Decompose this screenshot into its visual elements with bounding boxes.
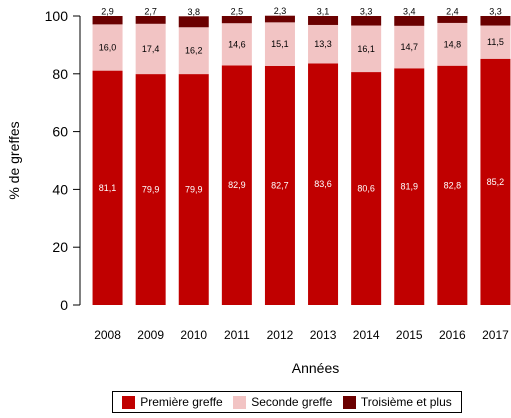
data-label-2010-series-0: 79,9: [185, 185, 203, 195]
data-label-2016-series-1: 14,8: [444, 39, 462, 49]
data-label-2015-series-1: 14,7: [400, 42, 418, 52]
bar-2014-series-1: [351, 25, 382, 73]
x-tick-label-2009: 2009: [137, 328, 164, 342]
bar-2011-series-0: [221, 65, 252, 305]
bar-2008-series-2: [92, 16, 123, 25]
legend: Première greffe Seconde greffe Troisième…: [112, 391, 462, 413]
data-label-2008-series-0: 81,1: [99, 183, 117, 193]
bar-2016-series-0: [437, 65, 468, 305]
bar-2016-series-1: [437, 22, 468, 66]
bar-2009-series-2: [135, 16, 166, 24]
data-label-2015-series-2: 3,4: [403, 7, 416, 17]
data-label-2013-series-1: 13,3: [314, 39, 332, 49]
x-axis-title: Années: [292, 360, 339, 376]
x-tick-label-2016: 2016: [439, 328, 466, 342]
bar-2008-series-1: [92, 24, 123, 71]
bar-2013-series-1: [308, 24, 339, 64]
data-label-2012-series-1: 15,1: [271, 39, 289, 49]
bar-2012-series-1: [264, 22, 295, 66]
bar-2017-series-0: [480, 58, 511, 305]
bar-2014-series-2: [351, 16, 382, 26]
bar-2016-series-2: [437, 16, 468, 23]
y-tick-label-0: 0: [60, 297, 68, 313]
bar-2013-series-2: [308, 16, 339, 25]
x-tick-label-2011: 2011: [224, 328, 250, 342]
bar-2011-series-2: [221, 16, 252, 24]
bar-2008-series-0: [92, 70, 123, 305]
data-label-2017-series-2: 3,3: [489, 7, 502, 17]
legend-swatch-premiere-greffe: [122, 395, 136, 409]
bar-2015-series-0: [394, 68, 425, 306]
data-label-2011-series-0: 82,9: [228, 180, 246, 190]
data-label-2009-series-0: 79,9: [142, 185, 160, 195]
x-tick-label-2014: 2014: [353, 328, 380, 342]
x-tick-label-2012: 2012: [267, 328, 294, 342]
bar-2017-series-1: [480, 25, 511, 59]
bar-2009-series-0: [135, 74, 166, 306]
bar-2012-series-0: [264, 65, 295, 305]
y-axis-title: % de greffes: [6, 121, 22, 199]
y-tick-label-5: 100: [45, 8, 69, 24]
data-label-2010-series-1: 16,2: [185, 46, 203, 56]
y-tick-label-4: 80: [52, 66, 68, 82]
bar-2012-series-2: [264, 15, 295, 23]
data-label-2010-series-2: 3,8: [187, 7, 200, 17]
bar-2009-series-1: [135, 23, 166, 75]
legend-item-troisieme-et-plus: Troisième et plus: [342, 395, 452, 409]
x-tick-label-2013: 2013: [310, 328, 337, 342]
data-label-2009-series-2: 2,7: [144, 7, 157, 17]
data-label-2016-series-2: 2,4: [446, 7, 459, 17]
data-label-2008-series-2: 2,9: [101, 7, 114, 17]
legend-item-seconde-greffe: Seconde greffe: [233, 395, 332, 409]
x-tick-label-2010: 2010: [180, 328, 207, 342]
x-tick-label-2017: 2017: [482, 328, 509, 342]
data-label-2011-series-1: 14,6: [228, 39, 246, 49]
x-tick-label-2008: 2008: [94, 328, 121, 342]
legend-swatch-seconde-greffe: [233, 395, 247, 409]
data-label-2013-series-0: 83,6: [314, 179, 332, 189]
x-tick-label-2015: 2015: [396, 328, 423, 342]
legend-label-premiere-greffe: Première greffe: [140, 395, 223, 409]
bar-2014-series-0: [351, 72, 382, 305]
data-label-2012-series-0: 82,7: [271, 180, 289, 190]
data-label-2011-series-2: 2,5: [231, 7, 244, 17]
data-label-2015-series-0: 81,9: [400, 182, 418, 192]
data-label-2017-series-1: 11,5: [487, 37, 504, 47]
y-tick-label-3: 60: [52, 124, 68, 140]
data-label-2014-series-1: 16,1: [357, 44, 375, 54]
bar-2013-series-0: [308, 63, 339, 306]
bar-2010-series-0: [178, 74, 209, 306]
legend-item-premiere-greffe: Première greffe: [122, 395, 223, 409]
bar-2015-series-1: [394, 25, 425, 69]
legend-label-seconde-greffe: Seconde greffe: [251, 395, 333, 409]
data-label-2013-series-2: 3,1: [317, 7, 330, 17]
data-label-2012-series-2: 2,3: [274, 6, 287, 16]
y-tick-label-2: 40: [52, 181, 68, 197]
data-label-2017-series-0: 85,2: [487, 177, 505, 187]
data-label-2014-series-0: 80,6: [357, 184, 375, 194]
data-label-2014-series-2: 3,3: [360, 7, 373, 17]
legend-label-troisieme-et-plus: Troisième et plus: [360, 395, 452, 409]
bar-2017-series-2: [480, 16, 511, 26]
bar-2015-series-2: [394, 16, 425, 26]
y-tick-label-1: 20: [52, 239, 68, 255]
data-label-2016-series-0: 82,8: [444, 180, 462, 190]
bar-2010-series-2: [178, 16, 209, 28]
data-label-2009-series-1: 17,4: [142, 44, 160, 54]
data-label-2008-series-1: 16,0: [99, 43, 117, 53]
bar-2011-series-1: [221, 23, 252, 66]
legend-swatch-troisieme-et-plus: [342, 395, 356, 409]
bar-2010-series-1: [178, 27, 209, 75]
